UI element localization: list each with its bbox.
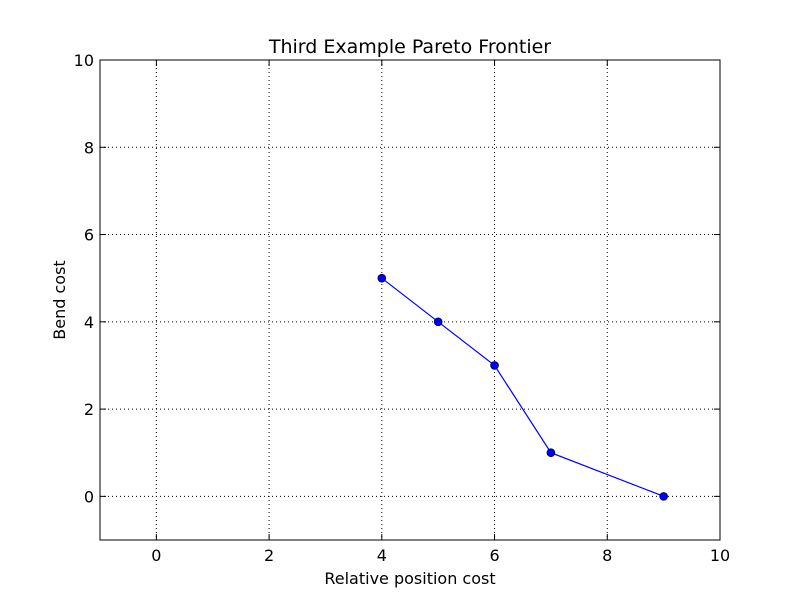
data-point (659, 492, 668, 501)
data-point (377, 273, 387, 283)
y-tick-label: 4 (84, 313, 94, 332)
x-tick-label: 6 (489, 546, 499, 565)
y-tick-label: 6 (84, 226, 94, 245)
tick-layer (100, 59, 721, 540)
data-point (546, 448, 556, 458)
data-point (433, 317, 443, 327)
tick-label-layer: 0 2 4 6 8 10 0 2 4 6 8 10 (74, 51, 731, 565)
y-tick-label: 8 (84, 138, 94, 157)
x-axis-title: Relative position cost (324, 569, 495, 588)
data-point (490, 361, 499, 370)
y-tick-label: 10 (74, 51, 94, 70)
x-tick-label: 4 (377, 546, 387, 565)
x-tick-label: 10 (710, 546, 730, 565)
x-tick-label: 0 (151, 546, 161, 565)
plot-frame (99, 59, 721, 541)
series-layer (377, 273, 668, 501)
y-axis-title: Bend cost (50, 260, 69, 339)
x-tick-label: 8 (602, 546, 612, 565)
chart-title: Third Example Pareto Frontier (268, 36, 551, 58)
y-tick-label: 2 (84, 400, 94, 419)
x-tick-label: 2 (264, 546, 274, 565)
y-tick-label: 0 (84, 487, 94, 506)
